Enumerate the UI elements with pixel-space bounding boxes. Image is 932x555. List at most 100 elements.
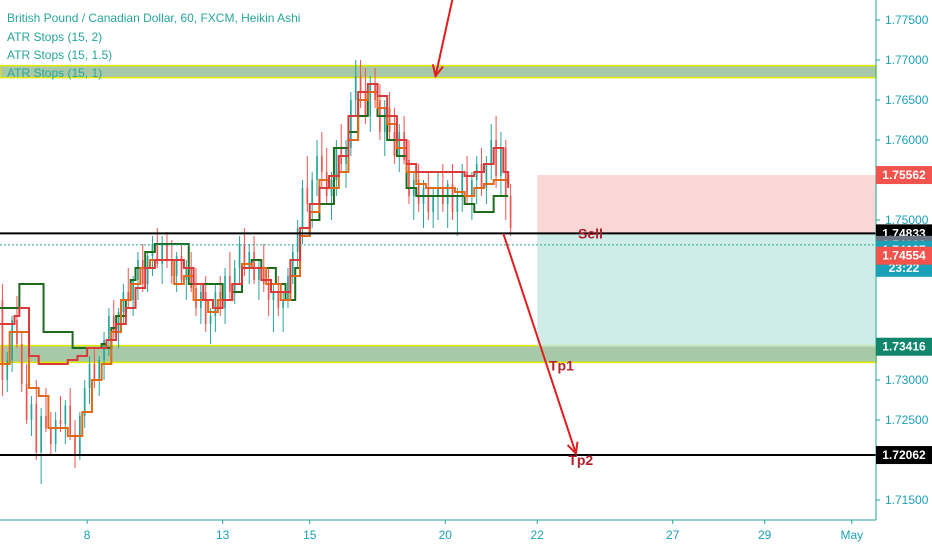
candle-body: [306, 188, 309, 204]
candle: [25, 364, 28, 424]
candle-body: [156, 244, 159, 264]
candle: [166, 232, 168, 268]
candle: [495, 116, 497, 188]
price-label[interactable]: 1.74554: [876, 246, 932, 265]
arrow-head: [566, 441, 579, 456]
candle-body: [277, 292, 280, 308]
candle-body: [253, 252, 255, 280]
candle-body: [45, 416, 47, 428]
arrows-layer: [431, 0, 579, 456]
candle-body: [74, 434, 76, 456]
candle-body: [88, 364, 91, 388]
candle-body: [316, 156, 318, 180]
candle: [11, 316, 13, 372]
candle-body: [59, 420, 62, 424]
candle-body: [103, 340, 105, 360]
candle: [40, 408, 42, 484]
candle-body: [471, 180, 473, 196]
candle-body: [98, 360, 101, 380]
legend-atr-stops-2[interactable]: ATR Stops (15, 2): [7, 30, 102, 44]
candle-body: [311, 180, 314, 204]
candle: [6, 352, 9, 392]
candle-body: [229, 276, 231, 292]
candle-body: [485, 164, 488, 188]
candle-body: [383, 108, 386, 132]
candle: [117, 308, 120, 348]
candle: [127, 268, 130, 308]
legend-atr-stops-1[interactable]: ATR Stops (15, 1): [7, 66, 102, 80]
candle-body: [480, 164, 483, 188]
price-label[interactable]: 1.73416: [876, 337, 932, 356]
price-label-bg: [876, 337, 932, 356]
candle-body: [54, 420, 57, 444]
price-tick-label: 1.76000: [885, 133, 929, 147]
arrow-shaft: [502, 233, 577, 454]
candle-body: [108, 316, 110, 340]
time-tick-label: May: [840, 528, 863, 542]
legend-atr-stops-1-5[interactable]: ATR Stops (15, 1.5): [7, 48, 112, 62]
candle-body: [11, 320, 13, 360]
candle-body: [243, 244, 246, 268]
candle: [224, 268, 226, 324]
arrow-shaft: [434, 0, 454, 77]
candle: [383, 100, 386, 156]
candle-body: [132, 280, 134, 300]
candle: [146, 252, 149, 292]
candle-body: [151, 244, 154, 256]
candle: [233, 260, 236, 304]
price-label-bg: [876, 446, 932, 465]
candle-body: [83, 388, 86, 416]
support-zone[interactable]: [0, 344, 877, 364]
annotation-label[interactable]: Tp1: [549, 357, 574, 373]
candle-body: [204, 292, 207, 324]
price-label-text: 1.72062: [882, 448, 926, 462]
candle-body: [427, 188, 430, 212]
candle-body: [262, 268, 265, 284]
candle: [311, 172, 314, 228]
candle-body: [93, 364, 96, 380]
price-tick-label: 1.77500: [885, 13, 929, 27]
candle: [137, 252, 139, 300]
candle: [306, 156, 309, 212]
price-tick-label: 1.77000: [885, 53, 929, 67]
annotation-label[interactable]: Tp2: [568, 452, 593, 468]
candle-body: [267, 284, 270, 300]
candle-body: [214, 292, 217, 316]
candle: [59, 396, 62, 432]
candle: [175, 252, 178, 292]
candle-body: [354, 76, 357, 100]
candle: [277, 276, 280, 316]
candle-body: [166, 244, 168, 260]
stop-loss-zone[interactable]: [537, 175, 876, 234]
resistance-arrow[interactable]: [431, 0, 455, 79]
candle-body: [49, 428, 52, 444]
candle: [204, 276, 207, 332]
candle: [229, 252, 231, 300]
candle: [369, 76, 372, 132]
target-arrow[interactable]: [502, 233, 579, 456]
time-tick-label: 13: [216, 528, 230, 542]
candle-body: [282, 300, 284, 308]
candle: [320, 132, 323, 188]
candle: [185, 260, 188, 300]
candle: [151, 236, 154, 276]
candle: [49, 412, 52, 456]
price-label[interactable]: 1.72062: [876, 446, 932, 465]
candle: [490, 124, 493, 180]
candle-body: [359, 76, 362, 92]
candle-body: [320, 156, 323, 172]
price-label[interactable]: 1.75562: [876, 166, 932, 185]
take-profit-zone[interactable]: [537, 233, 876, 347]
time-axis[interactable]: 8 13 15 20 22 27 29 May: [84, 520, 863, 542]
candle: [335, 140, 338, 196]
candle-body: [175, 256, 178, 276]
candle-body: [64, 405, 67, 424]
candle-body: [408, 160, 410, 196]
candle-body: [296, 228, 299, 252]
candle: [35, 380, 38, 460]
price-axis[interactable]: 1.77500 1.77000 1.76500 1.76000 1.75000 1.730…: [876, 13, 932, 507]
time-tick-label: 22: [531, 528, 545, 542]
annotation-label[interactable]: Sell: [578, 225, 603, 241]
candle-body: [417, 180, 420, 204]
